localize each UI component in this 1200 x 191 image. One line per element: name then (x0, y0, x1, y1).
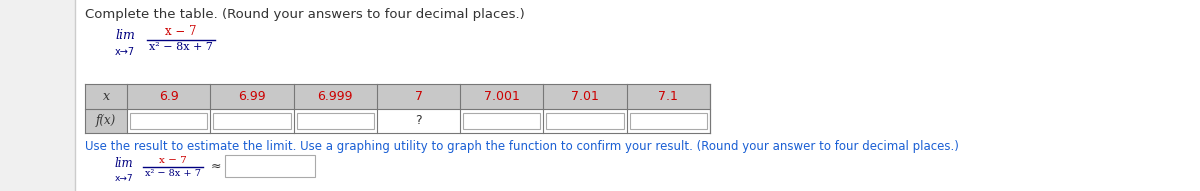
FancyBboxPatch shape (74, 0, 1200, 191)
FancyBboxPatch shape (85, 84, 127, 108)
Text: 7: 7 (414, 90, 422, 103)
FancyBboxPatch shape (130, 112, 208, 129)
FancyBboxPatch shape (226, 155, 314, 177)
Text: lim: lim (115, 29, 134, 42)
FancyBboxPatch shape (127, 108, 710, 133)
FancyBboxPatch shape (296, 112, 374, 129)
FancyBboxPatch shape (214, 112, 290, 129)
Text: x² − 8x + 7: x² − 8x + 7 (149, 42, 212, 52)
Text: 6.9: 6.9 (158, 90, 179, 103)
Text: Complete the table. (Round your answers to four decimal places.): Complete the table. (Round your answers … (85, 8, 524, 21)
Text: 7.1: 7.1 (659, 90, 678, 103)
Text: ≈: ≈ (211, 159, 222, 172)
Text: lim: lim (115, 157, 133, 170)
Text: Use the result to estimate the limit. Use a graphing utility to graph the functi: Use the result to estimate the limit. Us… (85, 140, 959, 153)
Text: x − 7: x − 7 (166, 25, 197, 38)
Text: x² − 8x + 7: x² − 8x + 7 (145, 169, 202, 178)
Text: x: x (102, 90, 109, 103)
Text: 7.001: 7.001 (484, 90, 520, 103)
FancyBboxPatch shape (546, 112, 624, 129)
Text: x→7: x→7 (115, 47, 136, 57)
FancyBboxPatch shape (85, 84, 710, 108)
Text: 6.999: 6.999 (318, 90, 353, 103)
Text: 7.01: 7.01 (571, 90, 599, 103)
FancyBboxPatch shape (630, 112, 707, 129)
Text: x − 7: x − 7 (160, 156, 187, 165)
Text: 6.99: 6.99 (238, 90, 265, 103)
FancyBboxPatch shape (0, 0, 74, 191)
Text: f(x): f(x) (96, 114, 116, 127)
Text: ?: ? (415, 114, 422, 127)
Text: x→7: x→7 (115, 174, 133, 183)
FancyBboxPatch shape (85, 108, 127, 133)
FancyBboxPatch shape (463, 112, 540, 129)
